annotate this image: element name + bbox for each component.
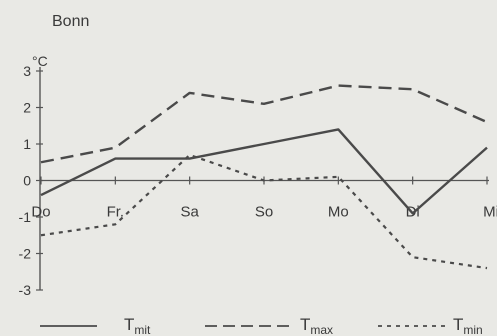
x-tick-label: Sa — [180, 204, 199, 221]
y-tick-label: 0 — [23, 173, 31, 189]
series-layer — [40, 84, 488, 270]
x-tick-label: Fr. — [107, 204, 125, 221]
y-axis-unit: °C — [32, 53, 48, 69]
series-line-min — [40, 153, 488, 270]
legend: Tmit Tmax Tmin — [40, 315, 483, 336]
y-tick-label: -2 — [19, 246, 32, 262]
y-tick-label: 3 — [23, 63, 31, 79]
legend-label-mit: Tmit — [124, 315, 151, 336]
y-tick-label: 1 — [23, 136, 31, 152]
y-tick-label: -1 — [19, 209, 32, 225]
legend-subscript-max: max — [310, 323, 333, 336]
legend-label-max: Tmax — [300, 315, 333, 336]
series-line-max — [40, 84, 488, 164]
series-line-mit — [40, 128, 488, 215]
legend-subscript-min: min — [463, 323, 482, 336]
chart-title: Bonn — [52, 13, 89, 30]
x-tick-label: Mo — [328, 204, 349, 221]
legend-label-min: Tmin — [453, 315, 483, 336]
x-tick-label: Do — [31, 204, 50, 221]
y-tick-label: 2 — [23, 100, 31, 116]
legend-subscript-mit: mit — [134, 323, 151, 336]
y-tick-label: -3 — [19, 282, 32, 298]
x-tick-label: Mi — [483, 204, 497, 221]
x-tick-label: So — [255, 204, 273, 221]
